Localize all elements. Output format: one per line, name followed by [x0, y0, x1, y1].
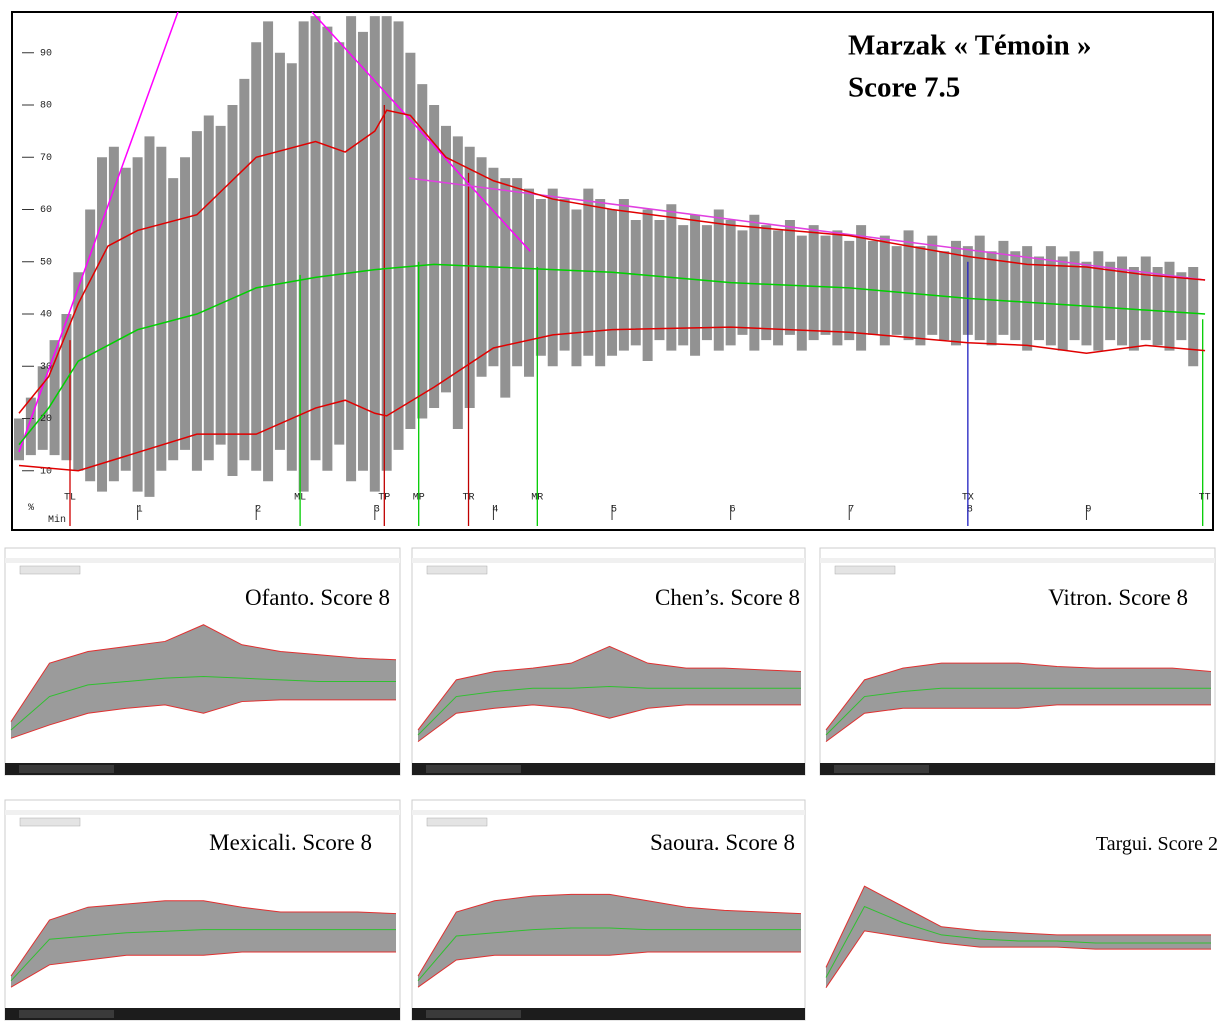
thumbnail-band	[11, 900, 396, 988]
thumbnail-mid-line	[10, 929, 396, 982]
guide-line	[311, 11, 531, 252]
chart-title: Marzak « Témoin »	[848, 30, 1092, 62]
chart-subtitle: Score 7.5	[848, 72, 960, 104]
window-menubar	[412, 558, 805, 563]
thumbnail-caption: Chen’s. Score 8	[655, 585, 800, 610]
thumbnail-caption: Mexicali. Score 8	[209, 830, 372, 855]
y-tick-label: 50	[40, 257, 52, 268]
thumbnail-mid-line	[417, 686, 801, 736]
thumbnail-upper-line	[10, 900, 397, 977]
window-toolbar	[834, 565, 896, 575]
window-toolbar	[426, 817, 488, 827]
envelope-line	[18, 109, 1206, 414]
envelope-line	[18, 263, 1206, 446]
y-tick-label: 30	[40, 362, 52, 373]
guide-line	[18, 11, 179, 453]
y-tick-label: 10	[40, 466, 52, 477]
thumbnail-lower-line	[10, 699, 396, 739]
x-tick-label: 3	[374, 505, 380, 516]
thumbnail-mid-line	[825, 687, 1211, 736]
thumbnail: Vitron. Score 8	[819, 547, 1216, 776]
thumbnail: Ofanto. Score 8	[4, 547, 401, 776]
y-tick-label: 70	[40, 153, 52, 164]
thumbnail-mid-line	[10, 676, 396, 731]
marker-label: TX	[962, 493, 974, 504]
thumbnail-caption: Targui. Score 2	[1096, 833, 1218, 855]
marker-label: MP	[413, 493, 425, 504]
thumbnail-lower-line	[825, 930, 1211, 988]
thumbnail-caption: Vitron. Score 8	[1048, 585, 1188, 610]
x-tick-label: 9	[1085, 505, 1091, 516]
window-menubar	[5, 558, 400, 563]
thumbnail-mid-line	[417, 927, 801, 982]
window-toolbar	[19, 565, 81, 575]
marker-label: TL	[64, 493, 76, 504]
x-tick-label: 7	[848, 505, 854, 516]
thumbnail: Chen’s. Score 8	[411, 547, 806, 776]
marker-label: MR	[531, 493, 543, 504]
thumbnail: Mexicali. Score 8	[4, 799, 401, 1021]
thumbnail-caption: Ofanto. Score 8	[245, 585, 390, 610]
taskbar-search	[426, 765, 521, 773]
x-tick-label: 1	[137, 505, 143, 516]
window-menubar	[820, 558, 1215, 563]
marker-label: TR	[463, 493, 475, 504]
thumbnail-lower-line	[417, 951, 801, 988]
x-tick-label: 2	[255, 505, 261, 516]
thumbnail-frame	[819, 547, 1216, 776]
thumbnail-lower-line	[10, 951, 396, 988]
window-menubar	[5, 810, 400, 815]
x-unit-label: Min	[48, 514, 66, 526]
thumbnail-lower-line	[825, 704, 1211, 743]
thumbnail-upper-line	[417, 893, 802, 977]
taskbar-search	[19, 1010, 114, 1018]
x-tick-label: 4	[492, 505, 498, 516]
thumbnail-upper-line	[10, 624, 397, 722]
thumbnail: Saoura. Score 8	[411, 799, 806, 1021]
x-tick-label: 8	[967, 505, 973, 516]
thumbnail: Targui. Score 2	[820, 800, 1218, 1020]
y-tick-label: 80	[40, 101, 52, 112]
window-toolbar	[426, 565, 488, 575]
y-unit-label: %	[28, 503, 34, 514]
x-tick-label: 6	[730, 505, 736, 516]
thumbnail-caption: Saoura. Score 8	[650, 830, 795, 855]
envelope-line	[18, 326, 1206, 472]
window-toolbar	[19, 817, 81, 827]
taskbar-search	[426, 1010, 521, 1018]
marker-label: ML	[294, 493, 306, 504]
thumbnail-lower-line	[417, 704, 801, 743]
thumbnail-upper-line	[417, 645, 802, 731]
x-tick-label: 5	[611, 505, 617, 516]
thumbnail-band	[826, 663, 1211, 742]
thumbnail-upper-line	[825, 662, 1212, 731]
window-menubar	[412, 810, 805, 815]
taskbar-search	[834, 765, 929, 773]
thumbnail-band	[826, 886, 1211, 988]
y-tick-label: 60	[40, 205, 52, 216]
thumbnail-mid-line	[825, 905, 1211, 978]
taskbar-search	[19, 765, 114, 773]
marker-label: TP	[378, 493, 390, 504]
marker-label: TT	[1199, 493, 1211, 504]
thumbnail-band	[418, 894, 801, 988]
y-tick-label: 40	[40, 310, 52, 321]
thumbnail-upper-line	[825, 885, 1211, 968]
y-tick-label: 90	[40, 48, 52, 59]
y-tick-label: 20	[40, 414, 52, 425]
